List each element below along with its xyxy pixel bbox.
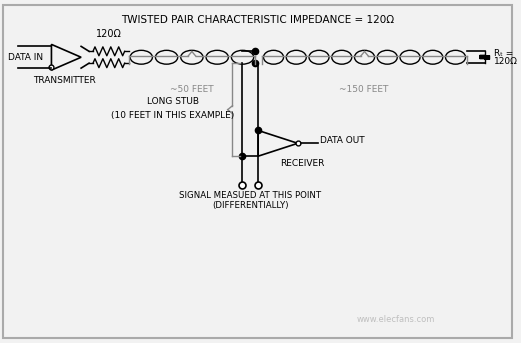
Text: ~50 FEET: ~50 FEET (170, 85, 214, 94)
Text: ~150 FEET: ~150 FEET (339, 85, 389, 94)
Text: TRANSMITTER: TRANSMITTER (33, 75, 96, 84)
Text: 120Ω: 120Ω (96, 29, 122, 39)
Text: RECEIVER: RECEIVER (280, 158, 325, 168)
Text: www.elecfans.com: www.elecfans.com (356, 315, 435, 324)
Text: (DIFFERENTIALLY): (DIFFERENTIALLY) (212, 201, 289, 210)
Text: TWISTED PAIR CHARACTERISTIC IMPEDANCE = 120Ω: TWISTED PAIR CHARACTERISTIC IMPEDANCE = … (121, 15, 394, 25)
Text: LONG STUB: LONG STUB (147, 97, 199, 106)
Text: DATA IN: DATA IN (8, 53, 43, 62)
Text: (10 FEET IN THIS EXAMPLE): (10 FEET IN THIS EXAMPLE) (111, 111, 235, 120)
Text: 120Ω: 120Ω (493, 57, 517, 66)
Text: Rₜ =: Rₜ = (493, 49, 513, 58)
FancyBboxPatch shape (3, 5, 512, 338)
Text: DATA OUT: DATA OUT (319, 136, 364, 145)
Text: SIGNAL MEASUED AT THIS POINT: SIGNAL MEASUED AT THIS POINT (179, 191, 321, 200)
